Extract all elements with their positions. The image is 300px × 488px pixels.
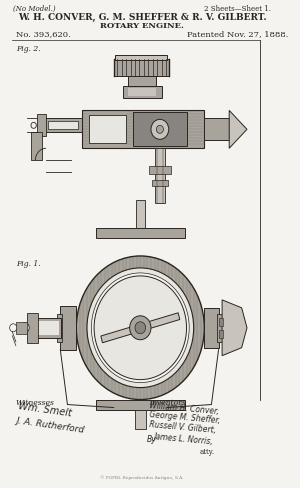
Bar [31, 132, 42, 160]
Polygon shape [101, 313, 180, 343]
Bar [133, 112, 187, 146]
Text: Patented Nov. 27, 1888.: Patented Nov. 27, 1888. [187, 31, 288, 39]
Bar [204, 119, 229, 140]
Text: atty.: atty. [200, 448, 215, 456]
Text: Inventors: Inventors [149, 399, 186, 407]
Bar [48, 122, 78, 129]
Bar [122, 86, 162, 99]
Circle shape [31, 122, 36, 128]
Bar [38, 321, 59, 335]
Circle shape [87, 268, 194, 387]
Bar [96, 228, 185, 238]
Bar [82, 110, 204, 148]
Bar [135, 409, 146, 429]
Circle shape [10, 324, 17, 332]
Bar [128, 88, 156, 97]
Polygon shape [222, 300, 247, 356]
Bar [114, 59, 169, 77]
Text: William H. Conver,: William H. Conver, [149, 402, 220, 417]
Bar [154, 148, 165, 203]
Text: Russell V. Gilbert,: Russell V. Gilbert, [149, 420, 217, 434]
Polygon shape [229, 110, 247, 148]
Circle shape [76, 256, 204, 400]
Text: J. A. Rutherford: J. A. Rutherford [16, 416, 86, 434]
Text: Wm. Smelt: Wm. Smelt [18, 401, 72, 419]
Text: No. 393,620.: No. 393,620. [16, 31, 70, 39]
Circle shape [92, 273, 189, 383]
Text: Fig. 2.: Fig. 2. [16, 44, 41, 53]
Bar [217, 314, 224, 342]
Bar [136, 200, 145, 228]
Text: George M. Sheffer,: George M. Sheffer, [149, 410, 221, 426]
Bar [204, 308, 218, 348]
Bar [60, 306, 76, 350]
Text: ROTARY ENGINE.: ROTARY ENGINE. [100, 21, 184, 30]
Bar [57, 314, 62, 342]
Bar [218, 330, 223, 338]
Bar [44, 119, 82, 132]
Bar [116, 55, 167, 60]
Bar [128, 77, 156, 86]
Circle shape [151, 120, 169, 139]
Text: James L. Norris,: James L. Norris, [154, 432, 214, 447]
Circle shape [156, 125, 164, 133]
Text: Fig. 1.: Fig. 1. [16, 260, 41, 268]
Text: Witnesses: Witnesses [16, 399, 55, 407]
Bar [218, 318, 223, 326]
Text: By: By [146, 435, 156, 445]
Text: (No Model.): (No Model.) [13, 5, 56, 13]
Bar [149, 166, 170, 174]
Text: 2 Sheets—Sheet 1.: 2 Sheets—Sheet 1. [204, 5, 271, 13]
Bar [152, 180, 168, 186]
Circle shape [94, 276, 187, 380]
Bar [89, 115, 126, 143]
Circle shape [135, 322, 146, 334]
Circle shape [130, 316, 151, 340]
Bar [36, 318, 61, 338]
Circle shape [20, 323, 29, 333]
Bar [37, 114, 46, 136]
Bar [96, 400, 185, 409]
Text: © PGPBL Reproducidos Antiguo, S.A.: © PGPBL Reproducidos Antiguo, S.A. [100, 476, 184, 480]
Bar [16, 322, 26, 334]
Text: W. H. CONVER, G. M. SHEFFER & R. V. GILBERT.: W. H. CONVER, G. M. SHEFFER & R. V. GILB… [18, 13, 266, 21]
Bar [27, 313, 38, 343]
